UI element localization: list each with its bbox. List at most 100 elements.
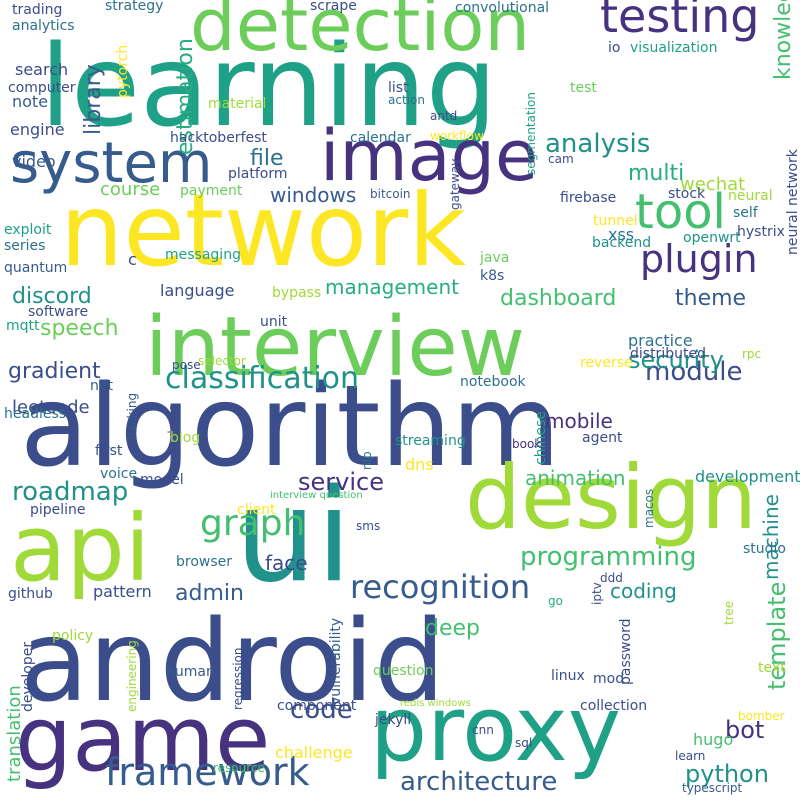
cloud-word-computer: computer xyxy=(8,80,76,96)
cloud-word-sql: sql xyxy=(515,736,532,750)
cloud-word-headless: headless xyxy=(4,406,66,422)
cloud-word-code: code xyxy=(290,695,353,725)
cloud-word-practice: practice xyxy=(628,331,693,350)
cloud-word-neural: neural xyxy=(728,188,773,204)
cloud-word-analytics: analytics xyxy=(12,18,75,34)
cloud-word-chinese: chinese xyxy=(533,411,549,465)
cloud-word-dashboard: dashboard xyxy=(500,286,616,311)
cloud-word-backend: backend xyxy=(592,235,651,251)
cloud-word-security: security xyxy=(628,346,724,374)
cloud-word-programming: programming xyxy=(520,542,697,572)
cloud-word-calendar: calendar xyxy=(350,130,411,146)
cloud-word-tree: tree xyxy=(722,601,736,625)
cloud-word-challenge: challenge xyxy=(275,743,353,762)
cloud-word-bypass: bypass xyxy=(272,285,321,301)
cloud-word-face: face xyxy=(265,551,308,575)
cloud-word-browser: browser xyxy=(176,554,232,570)
cloud-word-estimation: estimation xyxy=(173,38,198,155)
cloud-word-linux: linux xyxy=(551,668,585,684)
cloud-word-knowledge: knowledge xyxy=(771,0,796,80)
cloud-word-java: java xyxy=(479,250,509,266)
cloud-word-trading: trading xyxy=(12,2,62,18)
cloud-word-machine: machine xyxy=(759,494,783,580)
cloud-word-hacking: hacking xyxy=(125,393,139,440)
cloud-word-openwrt: openwrt xyxy=(683,230,741,246)
cloud-word-segmentation: segmentation xyxy=(524,92,538,175)
cloud-word-algorithm: algorithm xyxy=(20,362,561,492)
cloud-word-cnn: cnn xyxy=(472,723,494,737)
cloud-word-sms: sms xyxy=(356,519,380,533)
cloud-word-collection: collection xyxy=(580,698,647,714)
cloud-word-streaming: streaming xyxy=(395,433,466,449)
cloud-word-graph: graph xyxy=(200,503,305,544)
cloud-word-classification: classification xyxy=(165,361,359,396)
cloud-word-distributed: distributed xyxy=(630,346,706,362)
cloud-word-engine: engine xyxy=(10,120,65,139)
cloud-word-test: test xyxy=(570,80,597,96)
cloud-word-hacktoberfest: hacktoberfest xyxy=(170,130,267,146)
cloud-word-pipeline: pipeline xyxy=(30,502,86,518)
cloud-word-pose: pose xyxy=(172,358,201,372)
cloud-word-video: video xyxy=(12,152,56,171)
cloud-word-network: network xyxy=(60,172,466,289)
cloud-word-blog: blog xyxy=(170,430,200,446)
cloud-word-go: go xyxy=(548,594,563,608)
cloud-word-action: action xyxy=(388,93,425,107)
cloud-word-unit: unit xyxy=(260,314,288,330)
cloud-word-workflow: workflow xyxy=(430,129,484,143)
cloud-word-voice: voice xyxy=(100,466,137,482)
cloud-word-design: design xyxy=(465,446,757,549)
cloud-word-convolutional: convolutional xyxy=(455,0,549,16)
cloud-word-mobile: mobile xyxy=(545,409,613,433)
cloud-word-deep: deep xyxy=(425,616,480,641)
cloud-word-agent: agent xyxy=(582,430,623,446)
cloud-word-stock: stock xyxy=(668,186,706,202)
cloud-word-developer: developer xyxy=(20,642,36,712)
cloud-word-translation: translation xyxy=(4,685,25,782)
cloud-word-typescript: typescript xyxy=(682,781,743,795)
cloud-word-text: text xyxy=(758,660,786,676)
cloud-word-hugo: hugo xyxy=(693,730,733,749)
cloud-word-theme: theme xyxy=(675,286,746,311)
cloud-word-windows: windows xyxy=(270,183,356,207)
cloud-word-proxy: proxy xyxy=(370,677,621,782)
cloud-word-discord: discord xyxy=(12,284,92,309)
cloud-word-interview-question: interview question xyxy=(270,490,363,501)
cloud-word-component: component xyxy=(277,698,357,714)
cloud-word-human: human xyxy=(166,664,215,680)
cloud-word-speech: speech xyxy=(40,316,119,341)
cloud-word-interview: interview xyxy=(145,300,525,395)
cloud-word-image: image xyxy=(320,115,538,197)
cloud-word-scrape: scrape xyxy=(310,0,357,14)
cloud-word-visualization: visualization xyxy=(630,40,717,56)
cloud-word-coding: coding xyxy=(610,579,677,603)
cloud-word-module: module xyxy=(645,357,742,387)
cloud-word-net: net xyxy=(90,378,113,394)
cloud-word-testing: testing xyxy=(600,0,759,43)
cloud-word-io: io xyxy=(608,40,620,56)
cloud-word-iptv: iptv xyxy=(590,582,604,605)
cloud-word-mod: mod xyxy=(593,671,624,687)
cloud-word-plugin: plugin xyxy=(640,237,758,281)
cloud-word-management: management xyxy=(325,275,459,299)
cloud-word-k8s: k8s xyxy=(480,268,504,284)
cloud-word-demo: demo xyxy=(166,404,180,438)
cloud-word-client: client xyxy=(237,502,276,518)
cloud-word-api: api xyxy=(10,495,150,602)
cloud-word-bot: bot xyxy=(725,716,764,744)
cloud-word-reverse: reverse xyxy=(580,355,633,371)
cloud-word-xss: xss xyxy=(608,225,634,244)
cloud-word-gateway: gateway xyxy=(448,159,462,210)
cloud-word-pytorch: pytorch xyxy=(115,45,131,98)
cloud-word-antd: antd xyxy=(430,109,457,123)
cloud-word-wechat: wechat xyxy=(680,174,745,195)
cloud-word-analysis: analysis xyxy=(545,129,650,159)
cloud-word-tool: tool xyxy=(635,184,726,240)
cloud-word-system: system xyxy=(10,131,212,196)
cloud-word-strategy: strategy xyxy=(105,0,163,14)
cloud-word-development: development xyxy=(695,467,800,486)
cloud-word-series: series xyxy=(4,238,45,254)
cloud-word-c: c xyxy=(128,250,137,269)
cloud-word-learning: learning xyxy=(40,22,497,152)
